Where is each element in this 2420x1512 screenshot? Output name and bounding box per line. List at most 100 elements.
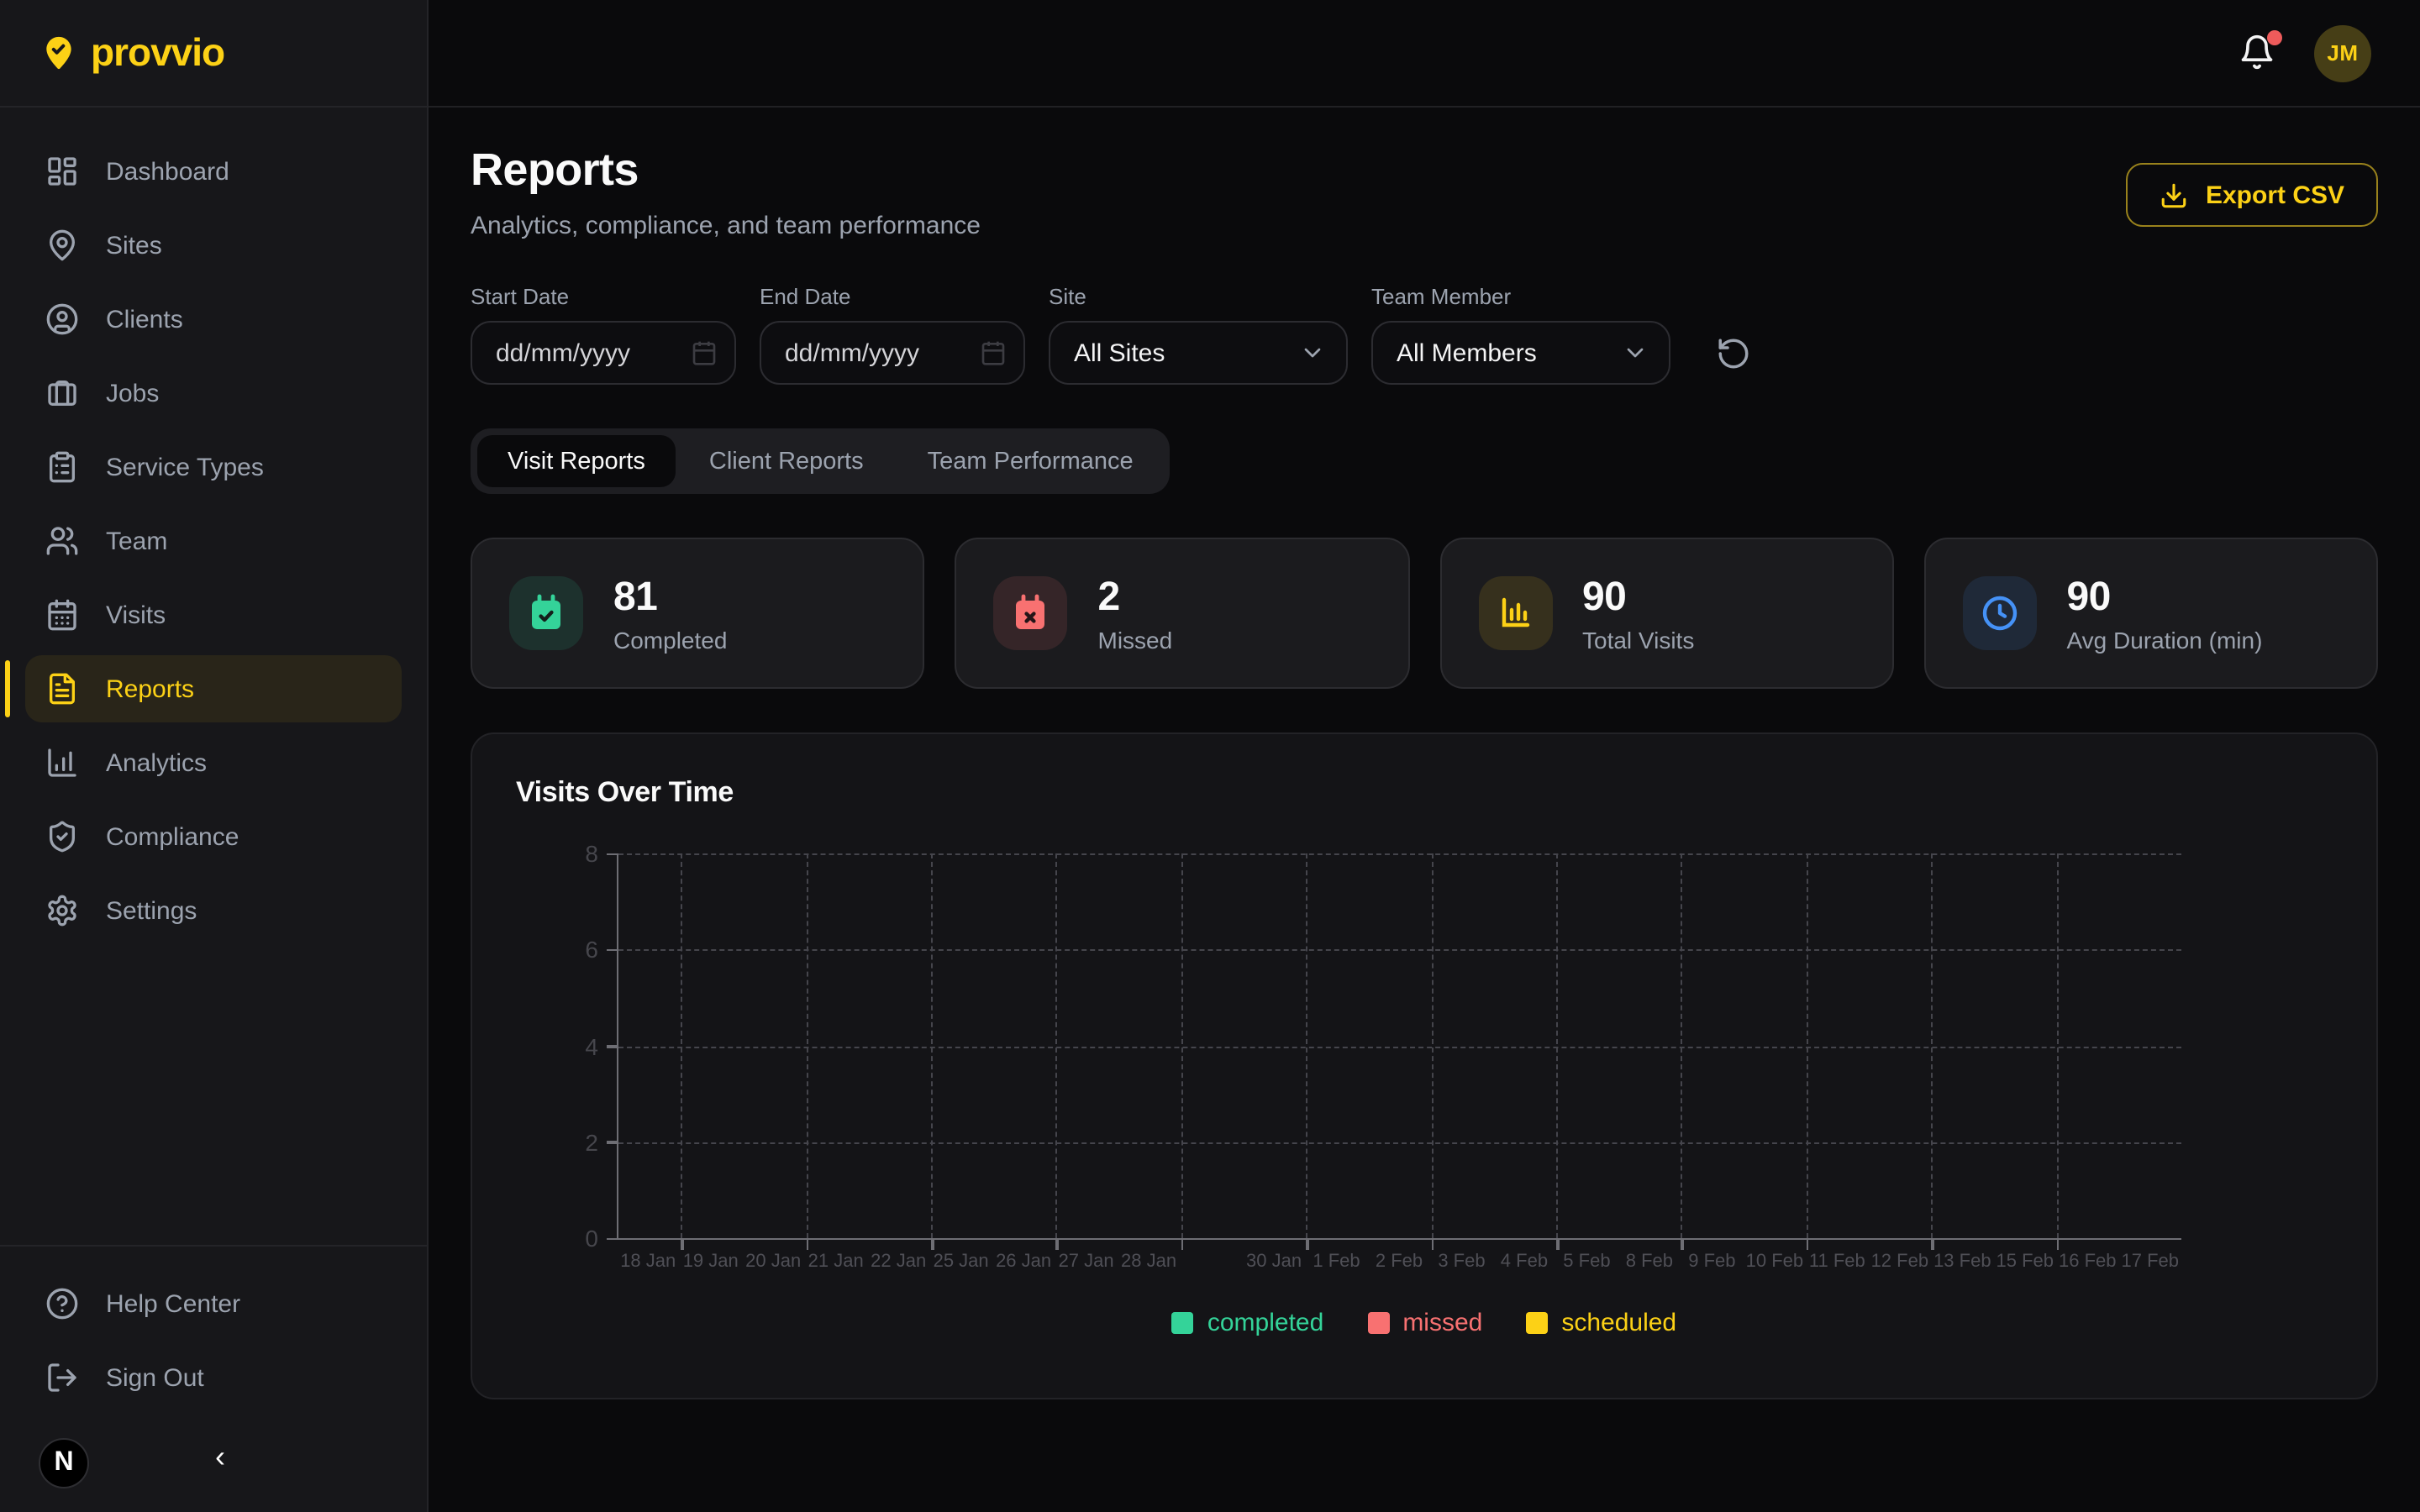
team-member-label: Team Member	[1371, 284, 1670, 309]
sidebar-item-label: Team	[106, 527, 167, 555]
x-axis-tick-label: 26 Jan	[996, 1252, 1051, 1272]
x-axis-tick-label: 20 Jan	[745, 1252, 801, 1272]
sidebar-item-label: Sites	[106, 231, 162, 260]
legend-label: scheduled	[1561, 1309, 1676, 1337]
brand-name: provvio	[91, 30, 224, 76]
sidebar-footer: Help Center Sign Out N ‹	[0, 1245, 427, 1512]
sidebar-item-label: Help Center	[106, 1289, 240, 1318]
sidebar-item-label: Reports	[106, 675, 194, 703]
stat-value: 81	[613, 574, 727, 621]
x-axis-tick-label: 30 Jan	[1246, 1252, 1302, 1272]
legend-item-completed[interactable]: completed	[1172, 1309, 1323, 1337]
x-axis-tick-label: 10 Feb	[1746, 1252, 1804, 1272]
notifications-button[interactable]	[2237, 33, 2277, 73]
x-axis-tick-label: 13 Feb	[1933, 1252, 1991, 1272]
x-axis-tick-label: 5 Feb	[1563, 1252, 1610, 1272]
x-axis-tick-label: 25 Jan	[934, 1252, 989, 1272]
dashboard-icon	[45, 155, 79, 188]
sidebar-item-reports[interactable]: Reports	[25, 655, 402, 722]
brand-logo[interactable]: provvio	[0, 0, 427, 108]
stat-card-missed: 2Missed	[955, 538, 1410, 689]
x-axis-tick-label: 28 Jan	[1121, 1252, 1176, 1272]
stat-label: Completed	[613, 626, 727, 653]
legend-item-missed[interactable]: missed	[1367, 1309, 1482, 1337]
sites-icon	[45, 228, 79, 262]
x-axis-tick-label: 1 Feb	[1313, 1252, 1360, 1272]
y-axis-tick-label: 8	[585, 840, 598, 867]
team-member-select-value: All Members	[1397, 339, 1537, 367]
sidebar-item-help-center[interactable]: Help Center	[25, 1270, 402, 1337]
legend-item-scheduled[interactable]: scheduled	[1526, 1309, 1676, 1337]
stat-value: 90	[1582, 574, 1694, 621]
reports-icon	[45, 672, 79, 706]
tab-client-reports[interactable]: Client Reports	[679, 435, 894, 487]
team-member-select[interactable]: All Members	[1371, 321, 1670, 385]
tab-visit-reports[interactable]: Visit Reports	[477, 435, 676, 487]
rotate-ccw-icon	[1715, 335, 1750, 370]
analytics-icon	[45, 746, 79, 780]
user-avatar[interactable]: JM	[2314, 24, 2371, 81]
reset-filters-button[interactable]	[1704, 321, 1761, 385]
sidebar-item-dashboard[interactable]: Dashboard	[25, 138, 402, 205]
sidebar-item-label: Service Types	[106, 453, 264, 481]
end-date-label: End Date	[760, 284, 1025, 309]
sidebar-item-sign-out[interactable]: Sign Out	[25, 1344, 402, 1411]
x-axis-tick-label: 18 Jan	[620, 1252, 676, 1272]
stat-label: Missed	[1098, 626, 1173, 653]
notification-dot	[2267, 29, 2282, 45]
x-axis-tick-label: 16 Feb	[2059, 1252, 2117, 1272]
sidebar-item-team[interactable]: Team	[25, 507, 402, 575]
x-axis-tick-label: 27 Jan	[1059, 1252, 1114, 1272]
sidebar-item-analytics[interactable]: Analytics	[25, 729, 402, 796]
compliance-icon	[45, 820, 79, 853]
x-axis-tick-label: 22 Jan	[871, 1252, 926, 1272]
sidebar-item-service-types[interactable]: Service Types	[25, 433, 402, 501]
sidebar-item-compliance[interactable]: Compliance	[25, 803, 402, 870]
clock-icon	[1963, 576, 2037, 650]
sidebar-item-label: Settings	[106, 896, 197, 925]
calendar-icon	[691, 339, 718, 366]
chart-legend: completed missed scheduled	[516, 1309, 2333, 1337]
service-types-icon	[45, 450, 79, 484]
sidebar-nav: Dashboard Sites Clients Jobs Service Types Te…	[0, 108, 427, 1245]
chart-title: Visits Over Time	[516, 776, 2333, 810]
tab-team-performance[interactable]: Team Performance	[897, 435, 1164, 487]
y-axis-tick-label: 2	[585, 1129, 598, 1156]
jobs-icon	[45, 376, 79, 410]
sidebar-item-settings[interactable]: Settings	[25, 877, 402, 944]
x-axis-tick-label: 12 Feb	[1871, 1252, 1929, 1272]
settings-icon	[45, 894, 79, 927]
sidebar-item-clients[interactable]: Clients	[25, 286, 402, 353]
main-area: JM Reports Analytics, compliance, and te…	[429, 0, 2420, 1512]
sidebar-collapse-button[interactable]: ‹	[215, 1441, 225, 1472]
brand-pin-icon	[40, 34, 77, 71]
sidebar-item-jobs[interactable]: Jobs	[25, 360, 402, 427]
x-axis-tick-label: 17 Feb	[2122, 1252, 2180, 1272]
x-axis-tick-label: 9 Feb	[1688, 1252, 1735, 1272]
y-axis-tick-label: 0	[585, 1225, 598, 1252]
export-csv-label: Export CSV	[2206, 181, 2344, 209]
stat-card-completed: 81 Completed	[471, 538, 925, 689]
calendar-icon	[980, 339, 1007, 366]
stat-value: 90	[2067, 574, 2263, 621]
filters-row: Start Date End Date	[471, 284, 2378, 385]
sidebar-item-sites[interactable]: Sites	[25, 212, 402, 279]
bar-chart-icon	[1478, 576, 1552, 650]
sidebar-item-visits[interactable]: Visits	[25, 581, 402, 648]
x-axis-tick-label: 15 Feb	[1996, 1252, 2054, 1272]
site-select[interactable]: All Sites	[1049, 321, 1348, 385]
start-date-label: Start Date	[471, 284, 736, 309]
sidebar-item-label: Jobs	[106, 379, 159, 407]
legend-swatch	[1367, 1312, 1389, 1334]
x-axis-tick-label: 11 Feb	[1809, 1252, 1865, 1272]
dev-badge[interactable]: N	[39, 1438, 89, 1488]
sidebar-item-label: Compliance	[106, 822, 239, 851]
legend-swatch	[1172, 1312, 1194, 1334]
chevron-down-icon	[1299, 339, 1326, 366]
sidebar: provvio Dashboard Sites Clients Jobs Service…	[0, 0, 429, 1512]
chart-x-axis-labels: 18 Jan19 Jan20 Jan21 Jan22 Jan25 Jan26 J…	[617, 1252, 2181, 1282]
x-axis-tick-label: 19 Jan	[683, 1252, 739, 1272]
site-select-value: All Sites	[1074, 339, 1165, 367]
export-csv-button[interactable]: Export CSV	[2127, 163, 2378, 227]
team-icon	[45, 524, 79, 558]
